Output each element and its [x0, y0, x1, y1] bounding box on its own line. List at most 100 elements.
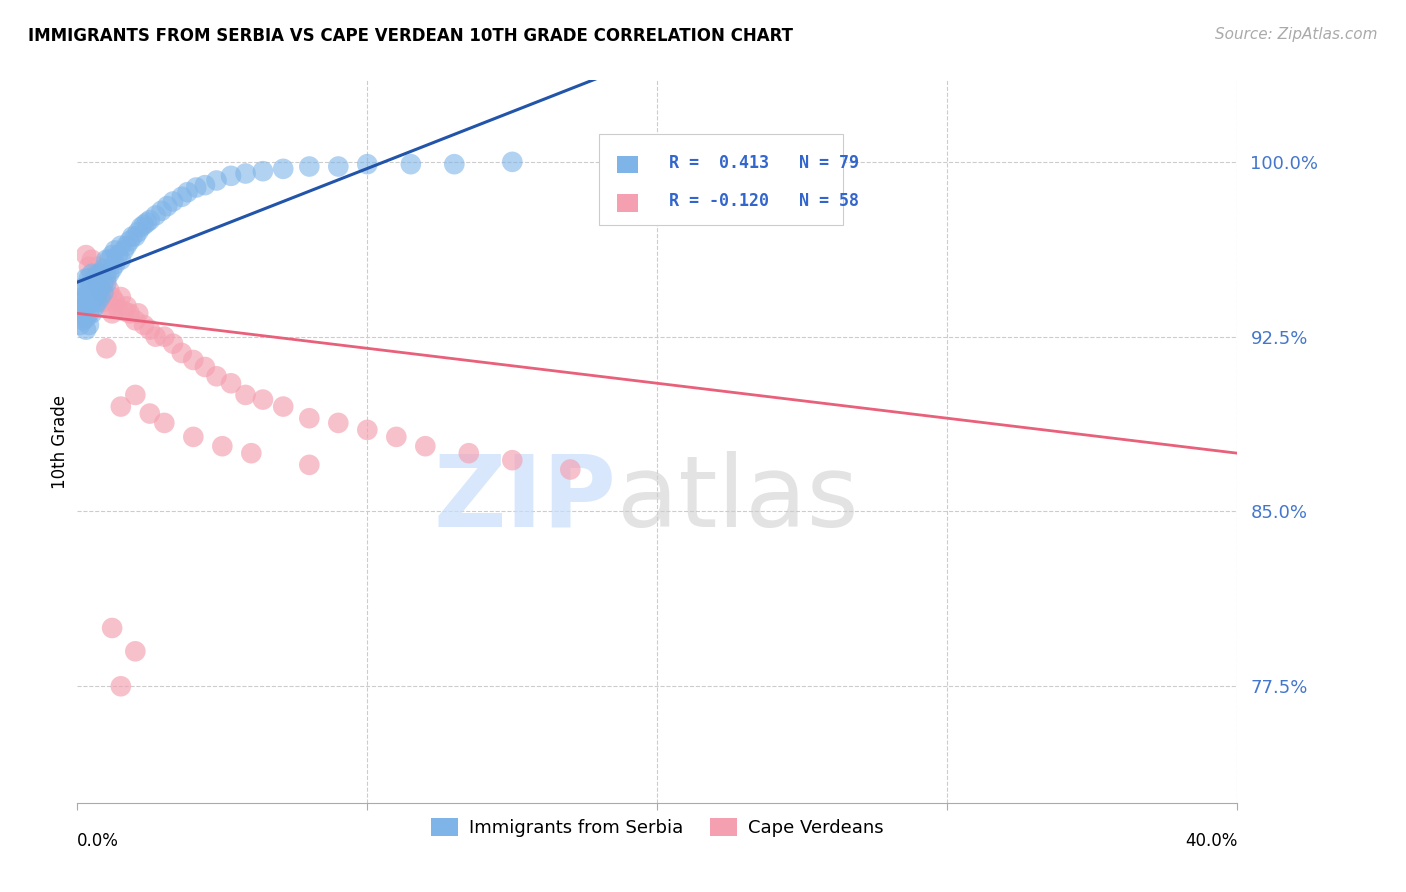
Point: [90, 290, 111, 304]
Point: [90, 281, 111, 295]
Point: [145, 329, 167, 343]
Point: [107, 301, 129, 316]
Point: [501, 453, 523, 467]
Point: [96, 276, 118, 290]
Point: [328, 160, 350, 174]
Point: [356, 157, 378, 171]
Point: [271, 400, 294, 414]
Point: [75, 271, 97, 285]
Point: [153, 329, 176, 343]
Point: [150, 203, 173, 218]
Point: [145, 209, 167, 223]
Point: [98, 283, 121, 297]
Point: [93, 285, 115, 300]
Point: [69, 306, 91, 320]
Point: [124, 388, 146, 402]
Point: [98, 267, 121, 281]
Point: [96, 252, 118, 267]
Point: [93, 276, 115, 290]
Point: [83, 290, 105, 304]
Point: [170, 190, 193, 204]
Point: [77, 271, 100, 285]
Point: [80, 252, 103, 267]
Point: [77, 283, 100, 297]
Point: [443, 157, 465, 171]
Point: [235, 388, 257, 402]
Point: [385, 430, 408, 444]
Point: [83, 299, 105, 313]
Point: [219, 169, 242, 183]
Point: [139, 407, 162, 421]
Point: [101, 262, 124, 277]
Point: [118, 234, 141, 248]
Point: [104, 294, 127, 309]
Point: [127, 306, 149, 320]
Point: [124, 229, 146, 244]
Point: [501, 154, 523, 169]
Point: [112, 304, 135, 318]
Point: [69, 294, 91, 309]
Point: [77, 294, 100, 309]
Point: [457, 446, 479, 460]
Point: [93, 294, 115, 309]
Point: [205, 173, 228, 187]
Point: [96, 271, 118, 285]
Point: [252, 164, 274, 178]
Point: [115, 299, 138, 313]
Point: [107, 248, 129, 262]
Point: [96, 267, 118, 281]
Point: [72, 281, 94, 295]
Point: [127, 225, 149, 239]
Point: [86, 294, 108, 309]
Point: [83, 271, 105, 285]
Point: [86, 276, 108, 290]
Point: [118, 306, 141, 320]
Point: [104, 244, 127, 258]
Point: [77, 260, 100, 274]
Point: [132, 318, 155, 332]
Text: R = -0.120   N = 58: R = -0.120 N = 58: [669, 193, 859, 211]
Text: atlas: atlas: [617, 450, 858, 548]
Point: [75, 299, 97, 313]
Point: [399, 157, 422, 171]
Point: [83, 281, 105, 295]
Point: [121, 229, 143, 244]
Point: [96, 341, 118, 355]
Legend: Immigrants from Serbia, Cape Verdeans: Immigrants from Serbia, Cape Verdeans: [423, 811, 891, 845]
Point: [240, 446, 263, 460]
Point: [328, 416, 350, 430]
Point: [235, 167, 257, 181]
Point: [90, 267, 111, 281]
Point: [80, 285, 103, 300]
Point: [211, 439, 233, 453]
Point: [156, 199, 179, 213]
FancyBboxPatch shape: [617, 194, 637, 211]
Point: [219, 376, 242, 391]
Point: [560, 462, 582, 476]
Point: [115, 239, 138, 253]
Point: [205, 369, 228, 384]
Point: [101, 306, 124, 320]
Point: [298, 458, 321, 472]
Text: 40.0%: 40.0%: [1185, 831, 1237, 850]
Point: [75, 311, 97, 326]
Point: [101, 621, 124, 635]
Point: [124, 313, 146, 327]
Point: [72, 313, 94, 327]
Point: [132, 218, 155, 232]
Point: [80, 294, 103, 309]
Point: [72, 299, 94, 313]
Point: [96, 290, 118, 304]
Point: [80, 267, 103, 281]
Point: [170, 346, 193, 360]
Point: [112, 244, 135, 258]
Point: [139, 213, 162, 227]
Point: [101, 248, 124, 262]
Point: [139, 323, 162, 337]
Point: [271, 161, 294, 176]
Point: [77, 318, 100, 332]
Point: [110, 239, 132, 253]
Point: [136, 215, 159, 229]
Text: ZIP: ZIP: [434, 450, 617, 548]
FancyBboxPatch shape: [617, 156, 637, 173]
